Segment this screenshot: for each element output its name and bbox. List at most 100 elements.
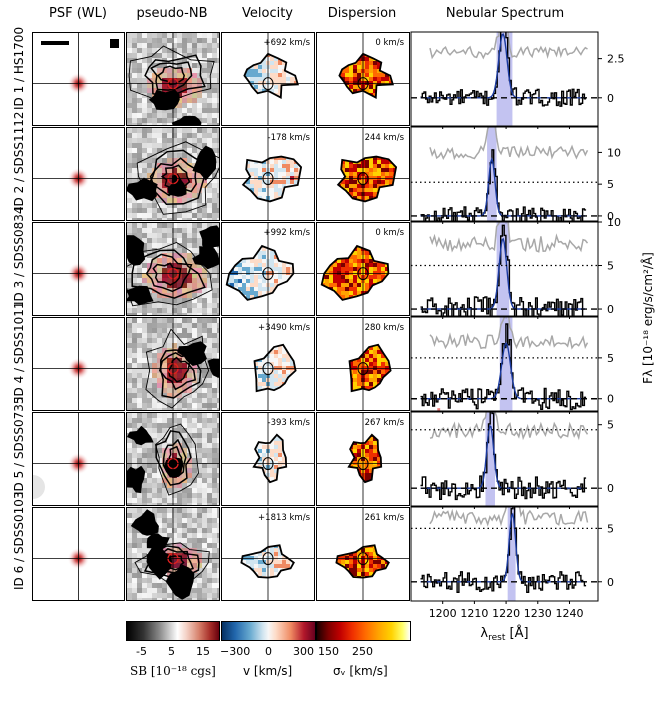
line-window-band — [507, 507, 516, 601]
masked-source — [127, 285, 154, 306]
dispersion-label: 261 km/s — [364, 513, 404, 523]
dispersion-label: 267 km/s — [364, 418, 404, 428]
sb-contour — [127, 241, 213, 307]
masked-region — [437, 408, 441, 411]
vel-panel — [221, 127, 315, 221]
velocity-label: -393 km/s — [267, 418, 311, 428]
y-tick-label: 0 — [607, 210, 614, 223]
disp-panel — [316, 127, 410, 221]
galaxy-outline — [243, 52, 299, 100]
sb-contour — [160, 164, 191, 189]
y-axis-label: Fλ [10⁻¹⁸ erg/s/cm²/Å] — [640, 252, 655, 384]
spectrum-frame — [410, 31, 599, 127]
gaussian-fit — [420, 157, 585, 217]
psf-panel — [32, 317, 125, 411]
line-window-band — [496, 32, 513, 126]
continuum-spectrum — [429, 222, 589, 253]
y-tick-label: 10 — [607, 216, 621, 229]
y-tick-label: 5 — [607, 522, 614, 535]
spectrum-frame — [410, 126, 599, 222]
disp-panel — [316, 412, 410, 506]
header-pseudo-nb: pseudo-NB — [136, 6, 208, 21]
nb-panel — [126, 32, 220, 126]
y-tick-label: 0 — [607, 576, 614, 589]
scale-bar — [41, 41, 69, 45]
y-tick-label: 0 — [607, 393, 614, 406]
sb-contour — [149, 157, 197, 197]
dispersion-label: 244 km/s — [364, 133, 404, 143]
y-tick-label: 5 — [607, 178, 614, 191]
header-nebular-spectrum: Nebular Spectrum — [445, 6, 565, 21]
y-tick-label: 5 — [607, 352, 614, 365]
sb-colorbar — [126, 621, 220, 641]
continuum-spectrum — [429, 412, 589, 441]
nb-panel — [126, 412, 220, 506]
sb-contour — [158, 555, 185, 571]
flux-spectrum — [420, 32, 587, 107]
x-axis-label: λrest [Å] — [480, 625, 528, 643]
x-tick-label: 1200 — [429, 607, 457, 620]
y-tick-label: 5 — [607, 260, 614, 273]
vel-panel — [221, 32, 315, 126]
sb-colorbar-label: SB [10⁻¹⁸ cgs] — [130, 664, 216, 678]
masked-source — [127, 425, 154, 446]
gaussian-fit — [420, 342, 585, 400]
x-tick-label: 1220 — [492, 607, 520, 620]
galaxy-outline — [240, 544, 295, 579]
sb-contour — [150, 61, 193, 91]
sb-contour — [162, 438, 187, 478]
psf-panel — [32, 32, 125, 126]
spectrum-frame — [410, 506, 599, 602]
masked-source — [171, 115, 202, 125]
continuum-spectrum — [429, 507, 589, 527]
masked-source — [177, 341, 207, 366]
velocity-colorbar-label: v [km/s] — [243, 664, 293, 678]
vel-panel — [221, 222, 315, 316]
dispersion-label: 280 km/s — [364, 323, 404, 333]
psf-panel — [32, 412, 125, 506]
nb-panel — [126, 222, 220, 316]
spectrum-frame — [410, 221, 599, 317]
sb-contour — [154, 423, 199, 496]
y-tick-label: 10 — [607, 146, 621, 159]
vel-panel — [221, 507, 315, 601]
masked-source — [146, 533, 170, 554]
sb-tick: 5 — [168, 645, 175, 658]
masked-source — [192, 246, 219, 270]
continuum-spectrum — [429, 127, 589, 161]
x-tick-label: 1240 — [555, 607, 583, 620]
sb-contour — [158, 351, 197, 391]
sb-tick: 15 — [196, 645, 210, 658]
disp-panel — [316, 317, 410, 411]
x-tick-label: 1210 — [460, 607, 488, 620]
gaussian-fit — [420, 424, 585, 489]
psf-panel — [32, 507, 125, 601]
psf-panel — [32, 222, 125, 316]
dispersion-label: 0 km/s — [375, 38, 404, 48]
velocity-label: +692 km/s — [263, 38, 310, 48]
disp-panel — [316, 222, 410, 316]
flux-spectrum — [420, 149, 587, 221]
line-window-band — [485, 412, 495, 506]
gaussian-fit — [420, 237, 585, 310]
header-dispersion: Dispersion — [327, 6, 397, 21]
psf-panel — [32, 127, 125, 221]
velocity-label: -178 km/s — [267, 133, 311, 143]
velocity-label: +1813 km/s — [258, 513, 310, 523]
vel-panel — [221, 412, 315, 506]
galaxy-outline — [253, 343, 297, 393]
sb-contour — [134, 542, 210, 583]
sb-contour — [160, 345, 202, 399]
dispersion-label: 0 km/s — [375, 228, 404, 238]
sb-contour — [168, 445, 183, 471]
vel-panel — [221, 317, 315, 411]
flux-spectrum — [420, 507, 587, 593]
v-tick: 0 — [265, 645, 272, 658]
y-tick-label: 0 — [607, 482, 614, 495]
nb-panel — [126, 507, 220, 601]
masked-source — [167, 173, 187, 197]
flux-spectrum — [420, 412, 587, 501]
y-tick-label: 2.5 — [607, 53, 625, 66]
v-tick: −300 — [220, 645, 251, 658]
